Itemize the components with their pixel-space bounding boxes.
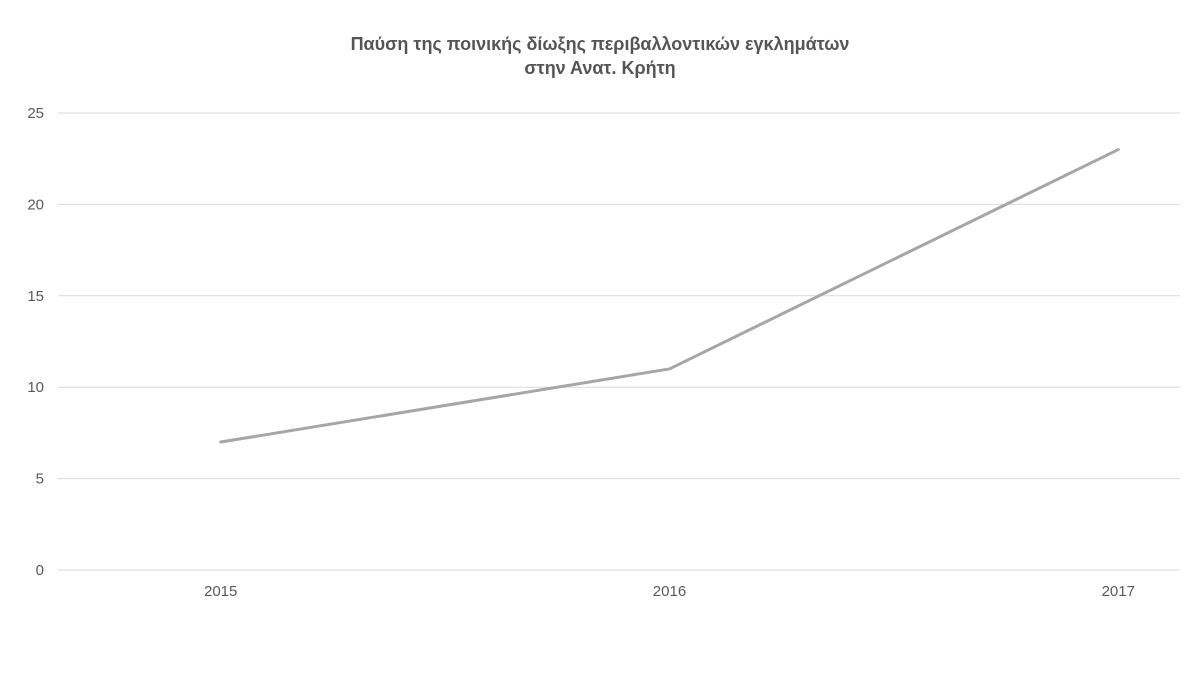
chart-svg: 0 5 10 15 20 25 2015 2016 2017 (0, 0, 1200, 675)
y-tick-label: 25 (27, 105, 44, 122)
x-tick-label: 2015 (204, 583, 237, 600)
x-tick-label: 2016 (653, 583, 686, 600)
chart-title-line1: Παύση της ποινικής δίωξης περιβαλλοντικώ… (351, 34, 850, 54)
chart-title-line2: στην Ανατ. Κρήτη (524, 58, 675, 78)
y-tick-label: 5 (36, 471, 44, 488)
y-tick-label: 0 (36, 562, 44, 579)
chart-container: Παύση της ποινικής δίωξης περιβαλλοντικώ… (0, 0, 1200, 675)
y-tick-label: 15 (27, 288, 44, 305)
x-tick-label: 2017 (1102, 583, 1135, 600)
y-tick-label: 20 (27, 196, 44, 213)
y-tick-label: 10 (27, 379, 44, 396)
chart-title: Παύση της ποινικής δίωξης περιβαλλοντικώ… (0, 32, 1200, 81)
